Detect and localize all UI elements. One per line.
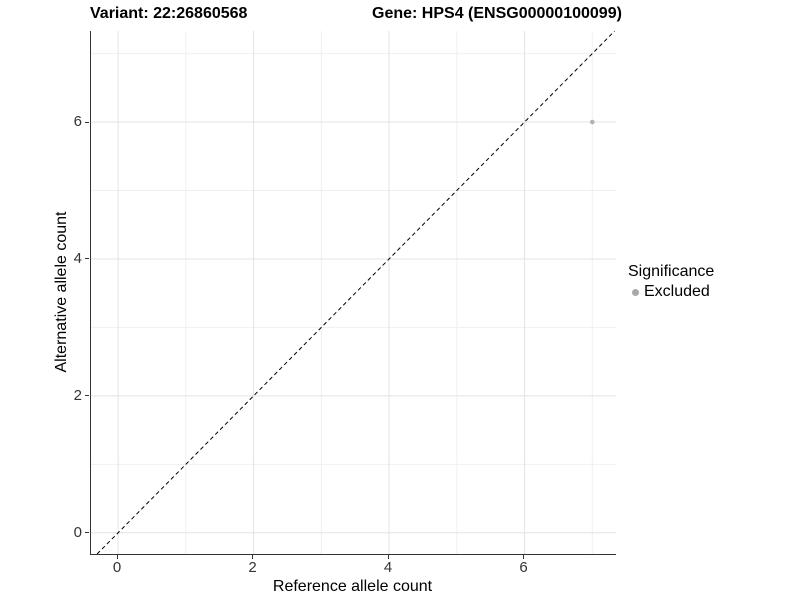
x-tick-mark [252,555,254,559]
legend-title: Significance [628,263,715,280]
x-tick-label: 4 [383,559,393,576]
y-tick-label: 0 [73,523,82,541]
x-axis-label: Reference allele count [272,578,433,595]
plot-canvas [91,31,616,554]
plot-panel [90,31,616,555]
data-point [589,119,595,125]
x-tick-label: 2 [248,559,257,576]
y-tick-mark [85,532,89,534]
x-tick-label: 0 [112,559,122,576]
x-tick-mark [523,555,525,559]
y-tick-label: 6 [73,113,82,131]
y-tick-mark [85,121,89,123]
y-tick-label: 2 [73,386,82,404]
legend-item-label: Excluded [644,283,710,300]
x-tick-mark [387,555,389,559]
x-tick-mark [116,555,118,559]
y-tick-mark [85,395,89,397]
x-tick-label: 6 [519,559,528,576]
plot-title-variant: Variant: 22:26860568 [90,5,248,22]
y-tick-mark [85,258,89,260]
y-tick-label: 4 [73,249,82,267]
legend-point-icon [632,288,639,296]
plot-title-gene: Gene: HPS4 (ENSG00000100099) [372,5,622,22]
y-axis-label: Alternative allele count [53,211,70,373]
legend: Significance Excluded [628,263,714,301]
identity-reference-line [96,31,616,554]
legend-item-excluded: Excluded [628,283,714,301]
